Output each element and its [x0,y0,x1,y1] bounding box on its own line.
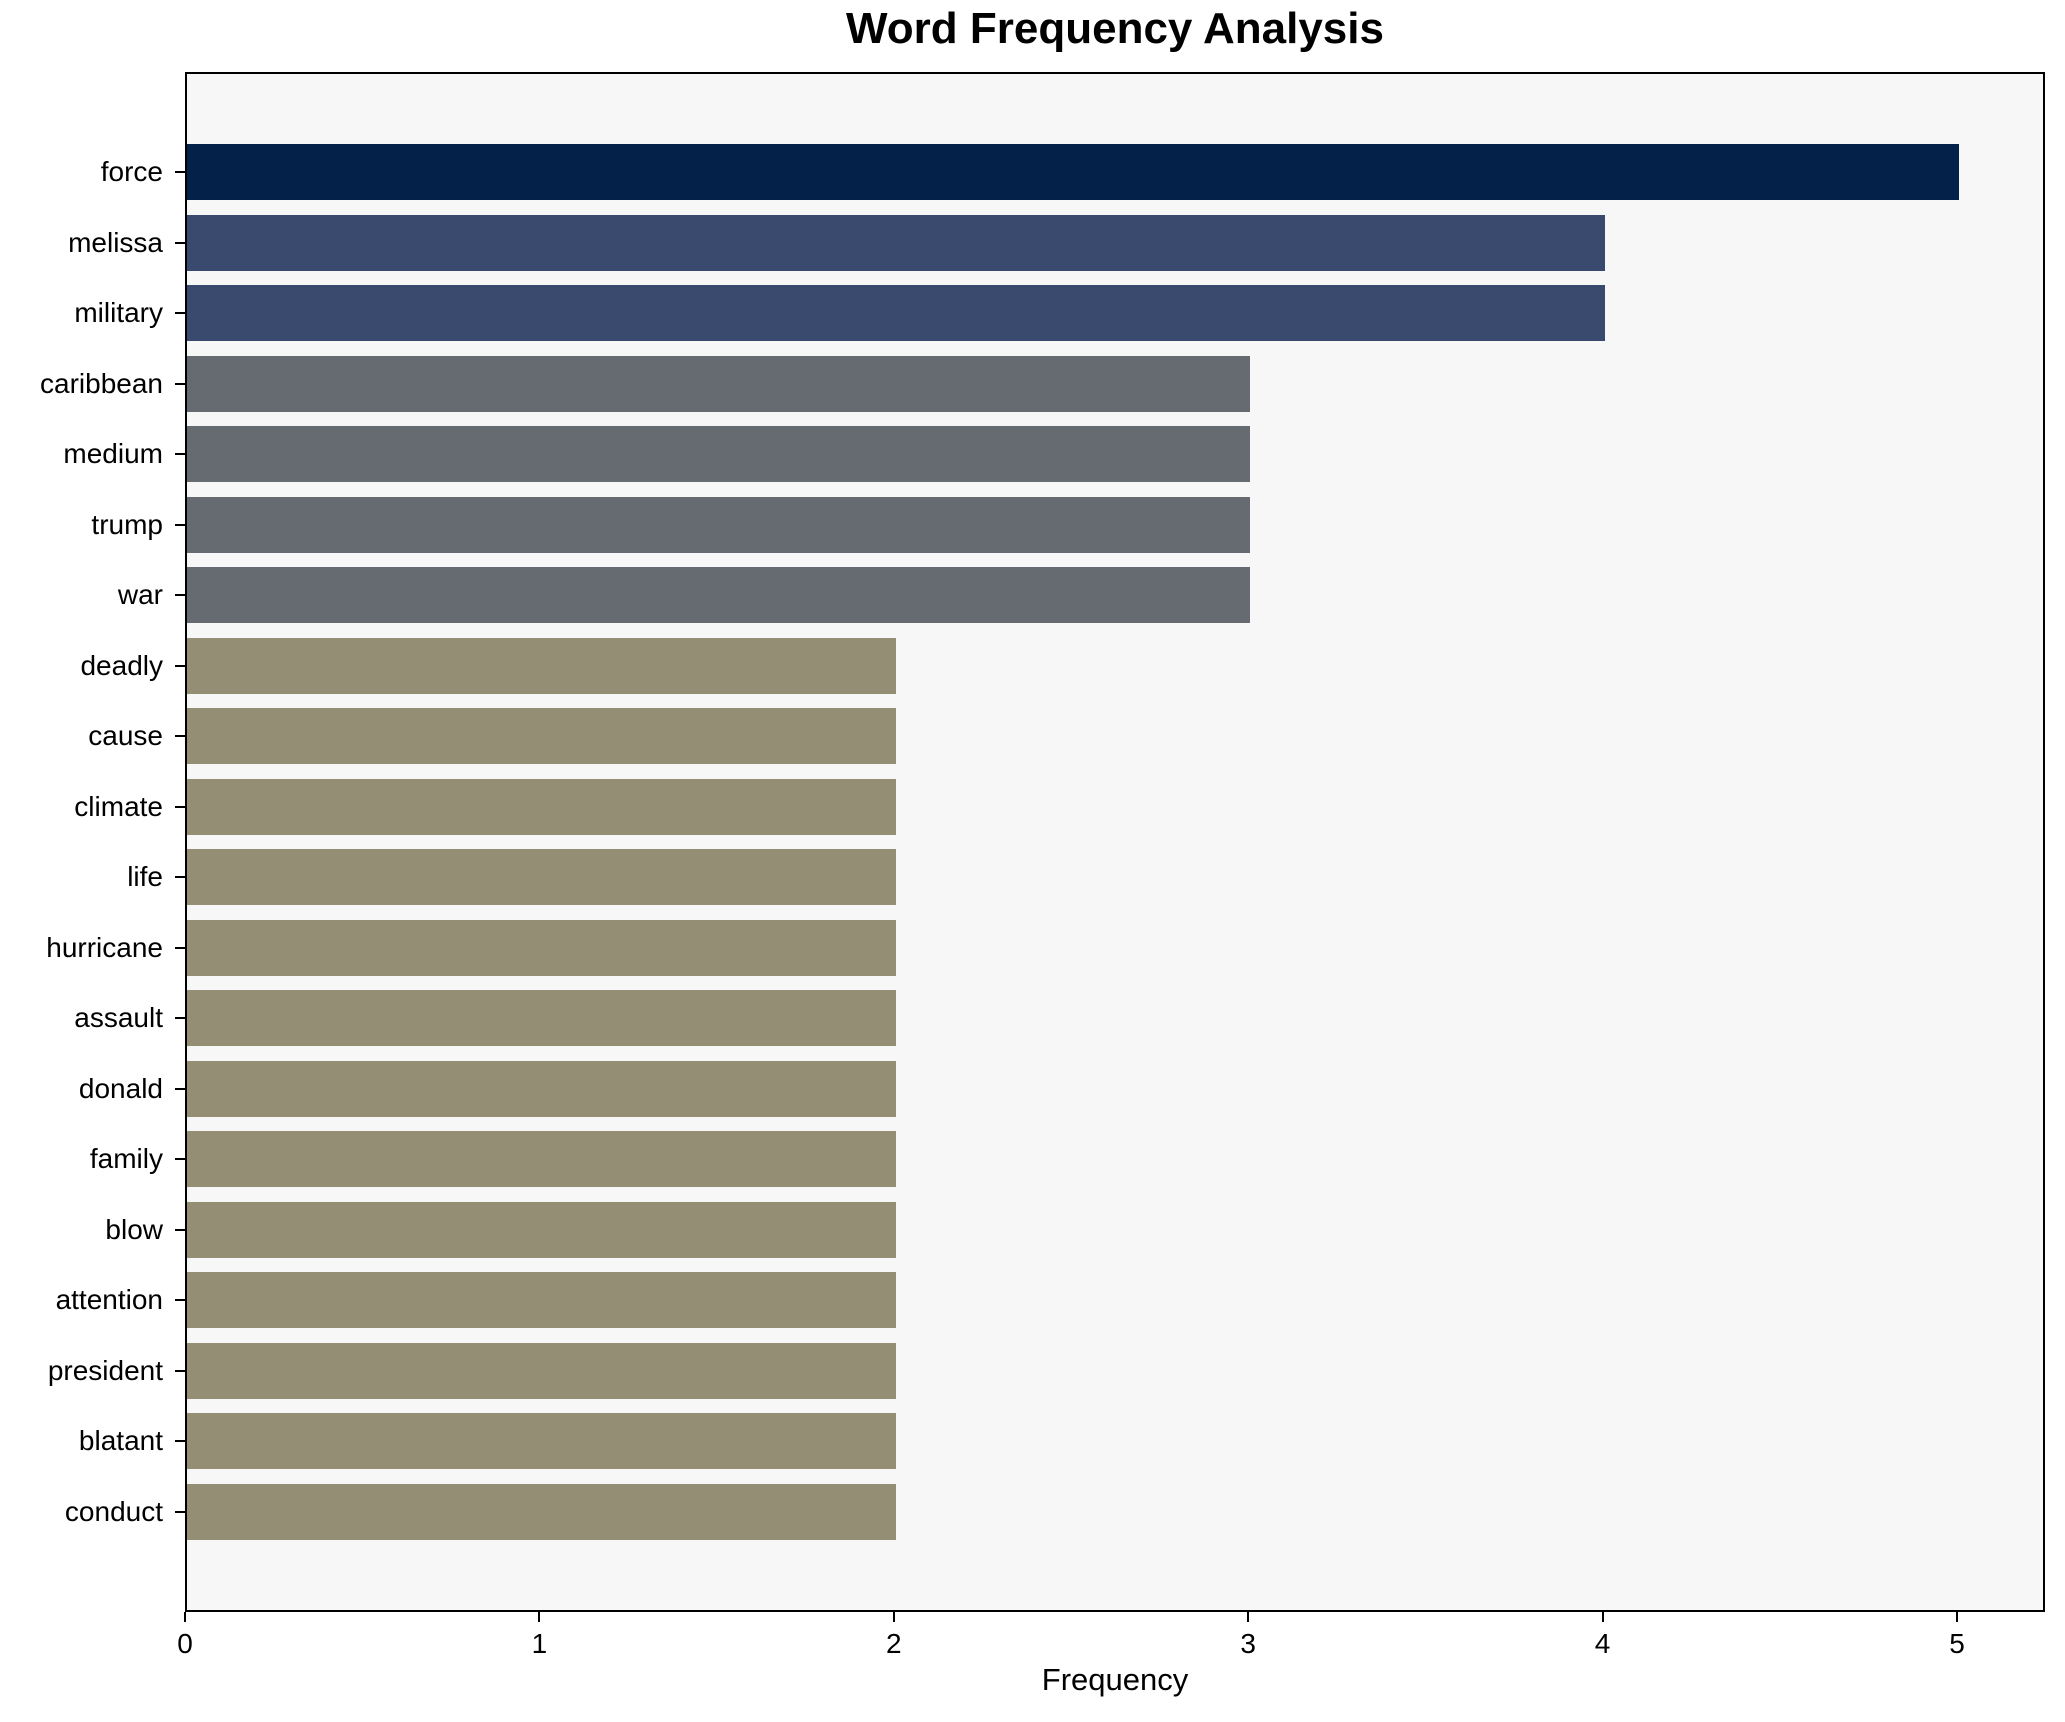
x-tick-label-0: 0 [177,1628,193,1659]
y-tick-label-war: war [117,579,163,610]
bar-melissa [187,214,1605,271]
x-tick-label-2: 2 [886,1628,902,1659]
x-tick-mark-5 [1956,1612,1958,1622]
bar-trump [187,496,1251,553]
y-tick-label-family: family [89,1143,163,1174]
bar-conduct [187,1483,896,1540]
y-tick-label-blow: blow [105,1213,163,1245]
y-tick-label-president: president [47,1354,163,1386]
bar-blatant [187,1413,896,1469]
y-tick-mark-climate [175,805,185,808]
y-tick-mark-military [175,312,185,314]
y-tick-mark-attention [175,1299,185,1301]
y-tick-label-attention: attention [55,1284,163,1315]
bar-climate [187,778,896,835]
y-tick-label-military: military [74,297,163,328]
y-tick-mark-cause [175,735,185,737]
y-tick-label-conduct: conduct [64,1495,163,1527]
y-tick-mark-trump [175,523,185,526]
x-axis-title: Frequency [1041,1662,1189,1697]
y-tick-label-trump: trump [91,508,163,540]
y-tick-mark-life [175,876,185,878]
y-tick-mark-conduct [175,1510,185,1513]
bar-assault [187,990,896,1046]
y-tick-mark-family [175,1158,185,1160]
y-tick-mark-deadly [175,664,185,667]
y-tick-label-melissa: melissa [68,226,163,258]
x-tick-mark-4 [1601,1612,1604,1622]
bar-family [187,1131,896,1187]
chart-title: Word Frequency Analysis [846,4,1384,53]
x-tick-mark-1 [538,1612,541,1622]
y-tick-mark-force [175,171,185,173]
x-tick-label-3: 3 [1240,1628,1256,1659]
bar-life [187,849,896,905]
x-tick-label-4: 4 [1594,1628,1611,1659]
bar-hurricane [187,919,896,976]
y-tick-mark-medium [175,453,185,455]
bar-medium [187,426,1251,482]
x-tick-mark-3 [1247,1612,1250,1622]
y-tick-mark-hurricane [175,946,185,949]
bar-force [187,144,1959,200]
y-tick-label-donald: donald [78,1072,163,1104]
bar-president [187,1342,896,1399]
x-tick-label-5: 5 [1949,1628,1965,1659]
bar-caribbean [187,355,1251,412]
y-tick-mark-donald [175,1087,185,1090]
y-tick-mark-melissa [175,241,185,244]
y-tick-label-assault: assault [74,1002,163,1033]
y-tick-mark-blow [175,1228,185,1231]
y-tick-label-medium: medium [63,438,163,469]
y-tick-label-hurricane: hurricane [46,931,163,963]
bar-deadly [187,637,896,694]
y-tick-label-force: force [100,156,163,187]
bar-donald [187,1060,896,1117]
y-tick-mark-caribbean [175,382,185,385]
y-tick-mark-president [175,1369,185,1372]
y-tick-label-deadly: deadly [80,649,163,681]
y-tick-mark-assault [175,1017,185,1019]
x-tick-label-1: 1 [531,1628,548,1659]
y-tick-mark-war [175,594,185,596]
bar-blow [187,1201,896,1258]
x-tick-mark-2 [892,1612,895,1622]
y-tick-label-climate: climate [74,790,163,822]
plot-area [185,72,2045,1612]
y-tick-label-life: life [127,861,163,892]
y-tick-label-caribbean: caribbean [40,367,163,399]
x-tick-mark-0 [184,1612,186,1622]
y-tick-label-blatant: blatant [78,1425,163,1456]
bar-attention [187,1272,896,1328]
bar-war [187,567,1251,623]
bar-cause [187,708,896,764]
y-tick-label-cause: cause [88,720,163,751]
bar-military [187,285,1605,341]
y-tick-mark-blatant [175,1440,185,1442]
